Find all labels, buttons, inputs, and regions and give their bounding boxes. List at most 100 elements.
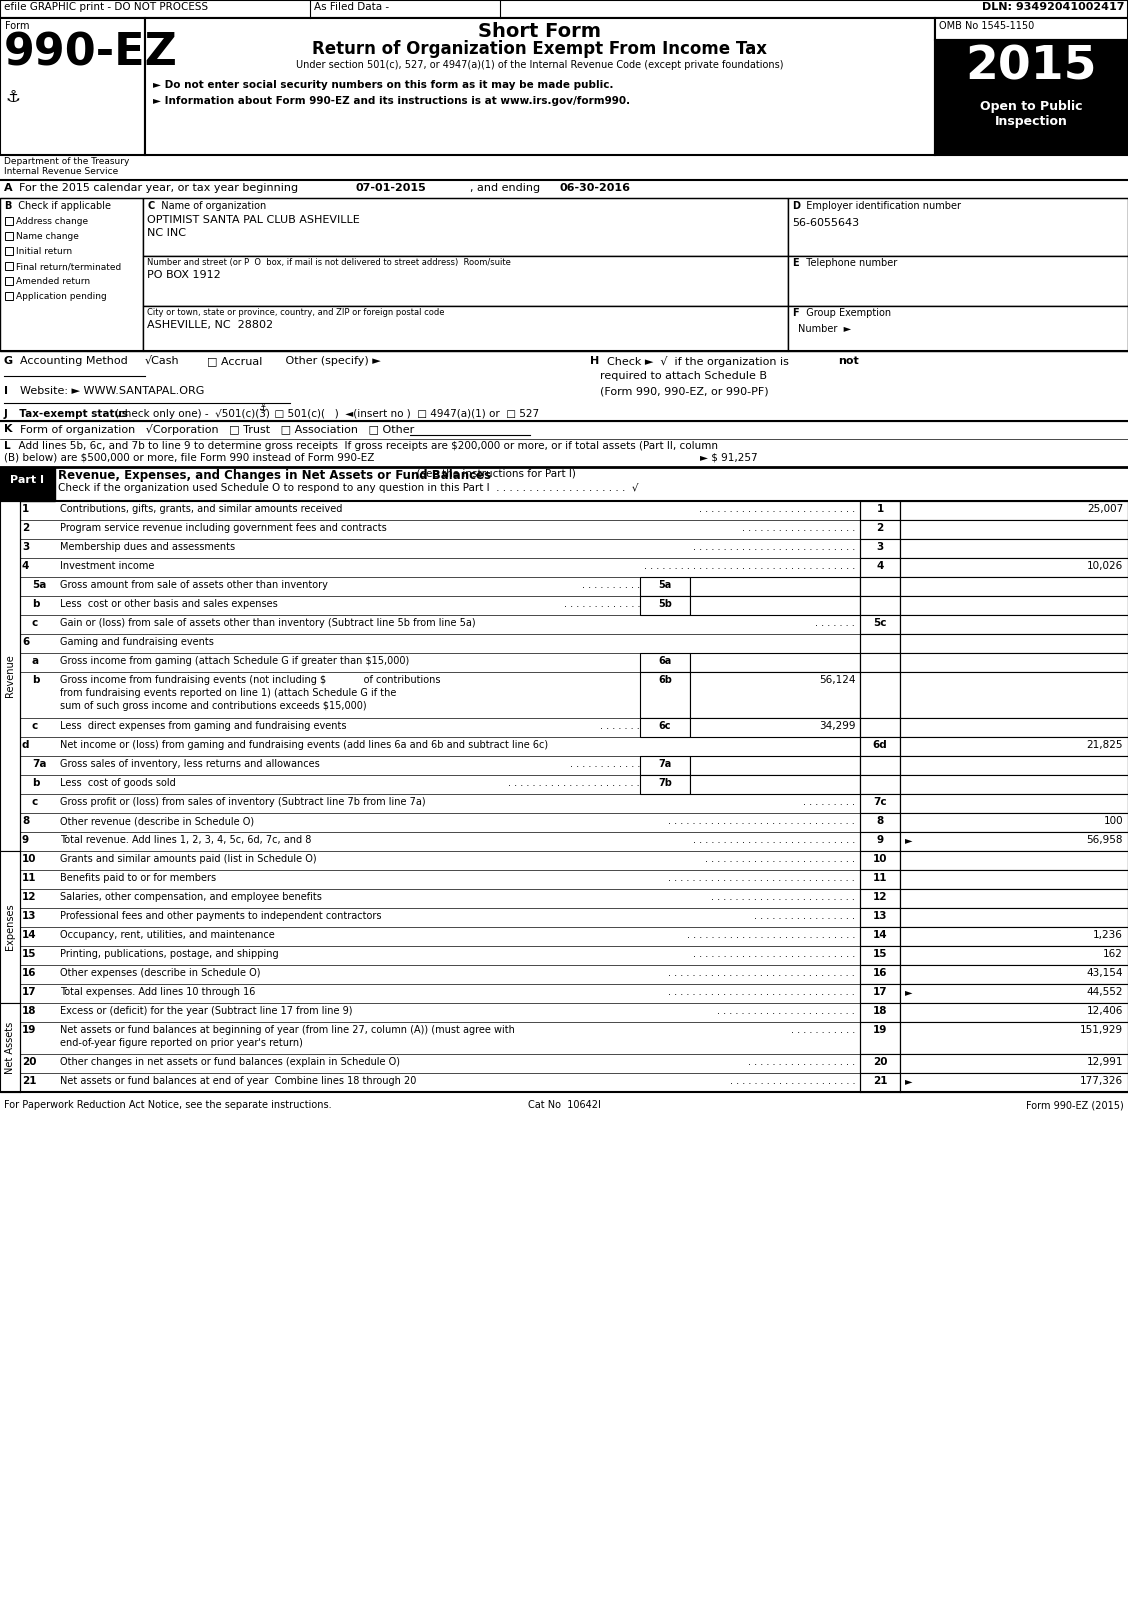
Text: Gross profit or (loss) from sales of inventory (Subtract line 7b from line 7a): Gross profit or (loss) from sales of inv… <box>60 797 425 807</box>
Text: 06-30-2016: 06-30-2016 <box>559 182 631 194</box>
Text: Total expenses. Add lines 10 through 16: Total expenses. Add lines 10 through 16 <box>60 988 255 997</box>
Bar <box>860 1054 900 1073</box>
Text: required to attach Schedule B: required to attach Schedule B <box>600 371 767 381</box>
Text: Less  direct expenses from gaming and fundraising events: Less direct expenses from gaming and fun… <box>60 721 346 731</box>
Text: 19: 19 <box>23 1025 36 1035</box>
Text: F: F <box>792 308 799 318</box>
Text: 56-6055643: 56-6055643 <box>792 218 860 228</box>
Text: 15: 15 <box>23 949 36 959</box>
Text: Amended return: Amended return <box>16 278 90 286</box>
Text: 6b: 6b <box>658 675 672 684</box>
Bar <box>788 199 1128 257</box>
Text: . . . . . . . . . . . .: . . . . . . . . . . . . <box>570 759 640 768</box>
Text: 6d: 6d <box>873 739 888 751</box>
Text: c: c <box>32 618 38 628</box>
Text: . . . . . . . . . . . . . . . . . . . . . . . . . . . . . . .: . . . . . . . . . . . . . . . . . . . . … <box>668 873 855 883</box>
Bar <box>0 500 20 851</box>
Bar <box>900 634 1128 654</box>
Text: 1,236: 1,236 <box>1093 930 1123 939</box>
Bar <box>900 831 1128 851</box>
Text: Website: ► WWW.SANTAPAL.ORG: Website: ► WWW.SANTAPAL.ORG <box>14 386 204 395</box>
Text: 12,991: 12,991 <box>1086 1057 1123 1067</box>
Bar <box>0 199 143 350</box>
Text: √Cash: √Cash <box>146 357 179 366</box>
Text: Application pending: Application pending <box>16 292 107 300</box>
Bar <box>640 671 690 718</box>
Text: Group Exemption: Group Exemption <box>800 308 891 318</box>
Text: . . . . . . . . . . . . . . . . .: . . . . . . . . . . . . . . . . . <box>754 910 855 922</box>
Text: A: A <box>5 182 12 194</box>
Text: Total revenue. Add lines 1, 2, 3, 4, 5c, 6d, 7c, and 8: Total revenue. Add lines 1, 2, 3, 4, 5c,… <box>60 834 311 846</box>
Bar <box>860 654 900 671</box>
Text: . . . . . . . . . . . . . . . . . . . . . . . . . . .: . . . . . . . . . . . . . . . . . . . . … <box>693 949 855 959</box>
Bar <box>860 1002 900 1022</box>
Text: DLN: 93492041002417: DLN: 93492041002417 <box>981 2 1123 11</box>
Text: Other changes in net assets or fund balances (explain in Schedule O): Other changes in net assets or fund bala… <box>60 1057 400 1067</box>
Text: 6: 6 <box>23 638 29 647</box>
Bar <box>5 261 14 270</box>
Text: sum of such gross income and contributions exceeds $15,000): sum of such gross income and contributio… <box>60 700 367 712</box>
Text: . . . . . . . . . . . . . . . . . . .: . . . . . . . . . . . . . . . . . . . <box>742 523 855 533</box>
Text: ►: ► <box>905 1077 913 1086</box>
Text: Name change: Name change <box>16 232 79 240</box>
Text: 8: 8 <box>876 817 883 826</box>
Text: ASHEVILLE, NC  28802: ASHEVILLE, NC 28802 <box>147 320 273 329</box>
Bar <box>900 738 1128 755</box>
Text: 9: 9 <box>876 834 883 846</box>
Text: Expenses: Expenses <box>5 904 15 951</box>
Text: Gross income from gaming (attach Schedule G if greater than $15,000): Gross income from gaming (attach Schedul… <box>60 655 409 667</box>
Bar <box>5 216 14 224</box>
Bar <box>900 909 1128 926</box>
Text: Initial return: Initial return <box>16 247 72 257</box>
Text: 10: 10 <box>873 854 888 863</box>
Text: Salaries, other compensation, and employee benefits: Salaries, other compensation, and employ… <box>60 893 321 902</box>
Text: I: I <box>5 386 8 395</box>
Text: 21,825: 21,825 <box>1086 739 1123 751</box>
Text: 11: 11 <box>873 873 888 883</box>
Bar <box>900 851 1128 870</box>
Text: Net Assets: Net Assets <box>5 1022 15 1073</box>
Text: Check if the organization used Schedule O to respond to any question in this Par: Check if the organization used Schedule … <box>58 483 638 492</box>
Text: 11: 11 <box>23 873 36 883</box>
Text: 2: 2 <box>23 523 29 533</box>
Text: Revenue: Revenue <box>5 655 15 697</box>
Text: Benefits paid to or for members: Benefits paid to or for members <box>60 873 217 883</box>
Text: 6c: 6c <box>659 721 671 731</box>
Bar <box>860 775 900 794</box>
Text: . . . . . . . . . . . . . . . . . . . . . . . . . . . . . . . . . . .: . . . . . . . . . . . . . . . . . . . . … <box>644 562 855 571</box>
Bar <box>935 40 1128 155</box>
Text: (B) below) are $500,000 or more, file Form 990 instead of Form 990-EZ: (B) below) are $500,000 or more, file Fo… <box>5 454 374 463</box>
Bar <box>860 755 900 775</box>
Text: 5a: 5a <box>32 579 46 591</box>
Text: H: H <box>590 357 599 366</box>
Text: 21: 21 <box>873 1077 888 1086</box>
Text: Open to Public: Open to Public <box>980 100 1082 113</box>
Bar <box>0 1002 20 1093</box>
Text: 3: 3 <box>23 542 29 552</box>
Bar <box>5 292 14 300</box>
Text: Internal Revenue Service: Internal Revenue Service <box>5 166 118 176</box>
Text: , and ending: , and ending <box>435 182 544 194</box>
Text: . . . . . . . . . . . . . . . . . . . . .: . . . . . . . . . . . . . . . . . . . . … <box>730 1077 855 1086</box>
Text: 151,929: 151,929 <box>1079 1025 1123 1035</box>
Text: Short Form: Short Form <box>478 23 601 40</box>
Text: Revenue, Expenses, and Changes in Net Assets or Fund Balances: Revenue, Expenses, and Changes in Net As… <box>58 470 491 483</box>
Text: Gain or (loss) from sale of assets other than inventory (Subtract line 5b from l: Gain or (loss) from sale of assets other… <box>60 618 476 628</box>
Text: 16: 16 <box>873 968 888 978</box>
Text: 20: 20 <box>873 1057 888 1067</box>
Text: Other expenses (describe in Schedule O): Other expenses (describe in Schedule O) <box>60 968 261 978</box>
Text: Name of organization: Name of organization <box>155 202 266 211</box>
Bar <box>900 755 1128 775</box>
Text: Form of organization   √Corporation   □ Trust   □ Association   □ Other: Form of organization √Corporation □ Trus… <box>14 424 414 436</box>
Text: 16: 16 <box>23 968 36 978</box>
Text: 5a: 5a <box>659 579 671 591</box>
Bar <box>860 615 900 634</box>
Bar <box>860 596 900 615</box>
Text: . . . . . . . . . . . . . . . . . . . . . . . . . . . . . . .: . . . . . . . . . . . . . . . . . . . . … <box>668 817 855 826</box>
Text: Gross amount from sale of assets other than inventory: Gross amount from sale of assets other t… <box>60 579 328 591</box>
Text: Less  cost of goods sold: Less cost of goods sold <box>60 778 176 788</box>
Text: For the 2015 calendar year, or tax year beginning: For the 2015 calendar year, or tax year … <box>12 182 301 194</box>
Bar <box>860 889 900 909</box>
Text: 07-01-2015: 07-01-2015 <box>355 182 425 194</box>
Text: 43,154: 43,154 <box>1086 968 1123 978</box>
